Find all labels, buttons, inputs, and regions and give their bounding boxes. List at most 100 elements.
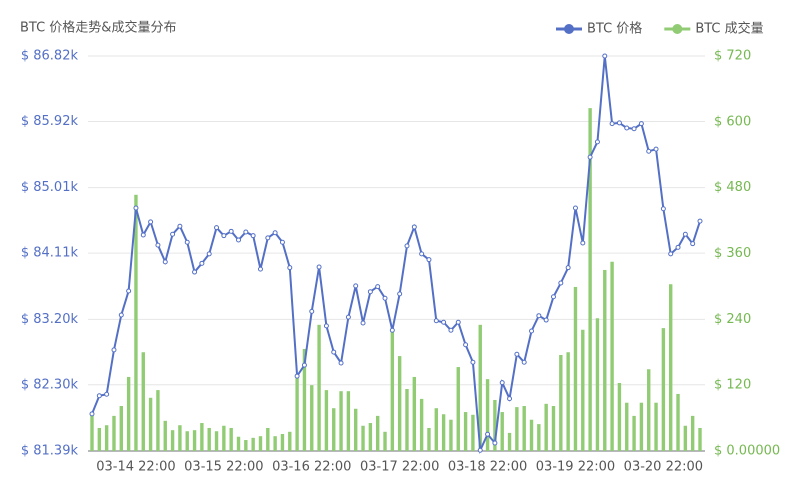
price-point bbox=[228, 228, 234, 234]
price-point bbox=[675, 244, 681, 250]
bar bbox=[280, 433, 285, 451]
bar bbox=[515, 407, 519, 451]
bar bbox=[419, 398, 424, 451]
bar bbox=[573, 286, 578, 451]
bar bbox=[537, 424, 541, 451]
bar bbox=[200, 423, 204, 451]
bar bbox=[500, 412, 504, 451]
bar bbox=[478, 324, 482, 451]
legend-label: BTC 成交量 bbox=[695, 21, 763, 37]
bar bbox=[559, 354, 563, 451]
price-point bbox=[594, 139, 600, 145]
y2-tick-label: $ 0.00000 bbox=[714, 444, 780, 459]
price-point bbox=[455, 319, 461, 325]
bar bbox=[104, 425, 109, 451]
price-point bbox=[470, 359, 476, 365]
x-tick-label: 03-15 22:00 bbox=[184, 460, 263, 475]
bar bbox=[551, 406, 556, 451]
price-point bbox=[419, 251, 425, 257]
bar bbox=[603, 269, 607, 451]
price-point bbox=[616, 120, 622, 126]
price-point bbox=[638, 121, 644, 127]
bar bbox=[354, 408, 358, 451]
y2-tick-label: $ 120 bbox=[714, 378, 751, 393]
price-point bbox=[265, 235, 271, 241]
price-point bbox=[155, 242, 161, 248]
bar bbox=[639, 402, 644, 451]
price-point bbox=[294, 373, 300, 379]
price-line bbox=[91, 55, 701, 455]
y2-tick-label: $ 240 bbox=[714, 312, 751, 327]
bar bbox=[178, 425, 182, 451]
bar bbox=[544, 403, 548, 451]
bar bbox=[332, 408, 336, 451]
bar bbox=[647, 369, 651, 451]
x-tick-label: 03-19 22:00 bbox=[536, 460, 615, 475]
y-tick-label: $ 83.20k bbox=[21, 312, 79, 327]
price-point bbox=[287, 265, 293, 271]
bar bbox=[310, 385, 314, 451]
price-point bbox=[441, 319, 447, 325]
price-point bbox=[118, 312, 124, 318]
price-point bbox=[177, 223, 183, 229]
price-point bbox=[397, 291, 403, 297]
bar bbox=[141, 352, 145, 451]
bar bbox=[566, 352, 570, 451]
bar bbox=[112, 415, 116, 451]
y-tick-label: $ 81.39k bbox=[21, 444, 79, 459]
bar bbox=[339, 391, 343, 451]
bar bbox=[654, 402, 658, 451]
bar bbox=[170, 430, 175, 451]
bar bbox=[295, 378, 299, 451]
bar bbox=[229, 427, 233, 451]
bar bbox=[258, 436, 263, 451]
bar bbox=[390, 328, 395, 451]
bar bbox=[588, 108, 592, 452]
bar bbox=[163, 420, 167, 451]
bar bbox=[485, 379, 490, 451]
price-point bbox=[279, 239, 285, 245]
price-point bbox=[375, 284, 381, 290]
bar bbox=[317, 324, 321, 451]
price-point bbox=[192, 269, 198, 275]
price-point bbox=[301, 362, 307, 368]
y-tick-label: $ 85.01k bbox=[21, 180, 79, 195]
price-point bbox=[126, 288, 132, 294]
price-point bbox=[697, 218, 703, 224]
bar bbox=[617, 382, 622, 451]
price-point bbox=[133, 205, 139, 211]
price-point bbox=[257, 266, 263, 272]
bar bbox=[434, 408, 438, 451]
price-point bbox=[433, 318, 439, 324]
price-point bbox=[236, 237, 242, 243]
price-point bbox=[411, 224, 417, 230]
bar bbox=[375, 415, 380, 451]
bar bbox=[690, 415, 695, 451]
bar bbox=[324, 390, 329, 451]
price-point bbox=[477, 447, 483, 453]
bar bbox=[625, 402, 629, 451]
price-point bbox=[587, 154, 593, 160]
x-tick-label: 03-16 22:00 bbox=[272, 460, 351, 475]
legend-icon bbox=[564, 24, 574, 34]
price-point bbox=[543, 317, 549, 323]
price-point bbox=[345, 314, 351, 320]
bar bbox=[266, 427, 270, 451]
price-point bbox=[309, 308, 315, 314]
price-point bbox=[668, 251, 674, 257]
price-point bbox=[529, 328, 535, 334]
price-point bbox=[382, 295, 388, 301]
bar bbox=[192, 430, 197, 451]
price-point bbox=[206, 251, 212, 257]
bar bbox=[449, 419, 453, 451]
price-point bbox=[492, 440, 498, 446]
bar bbox=[346, 391, 351, 451]
bar bbox=[441, 414, 446, 451]
bar bbox=[368, 423, 373, 451]
bar bbox=[361, 425, 365, 451]
price-point bbox=[184, 239, 190, 245]
price-point bbox=[660, 206, 666, 212]
bar bbox=[683, 425, 688, 451]
price-point bbox=[221, 233, 227, 239]
price-point bbox=[536, 313, 542, 319]
